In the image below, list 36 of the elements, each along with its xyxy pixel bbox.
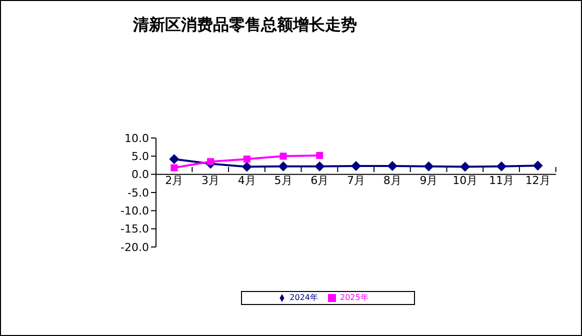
point: [314, 161, 325, 172]
chart-title: 清新区消费品零售总额增长走势: [133, 15, 357, 36]
x-tick-label: 11月: [488, 174, 514, 187]
point: [170, 164, 178, 172]
x-tick-label: 2月: [165, 174, 184, 187]
point: [532, 160, 543, 171]
x-tick-label: 3月: [202, 174, 220, 187]
point: [387, 160, 398, 171]
point: [243, 156, 250, 163]
y-tick-label: -20.0: [120, 240, 149, 254]
x-tick-label: 10月: [452, 174, 478, 187]
point: [278, 161, 288, 172]
x-tick-label: 8月: [383, 174, 402, 187]
y-tick-label: -10.0: [120, 204, 149, 218]
x-tick-label: 12月: [525, 174, 550, 187]
y-tick-label: -5.0: [128, 186, 149, 200]
y-tick-label: 0.0: [132, 168, 149, 182]
x-tick-label: 5月: [274, 174, 292, 187]
point: [242, 162, 252, 172]
legend-label: 2024年: [290, 293, 318, 302]
y-tick-label: -15.0: [120, 222, 149, 236]
x-tick-label: 4月: [238, 174, 256, 187]
point: [351, 160, 361, 171]
x-tick-label: 7月: [347, 174, 365, 187]
y-tick-label: 5.0: [132, 150, 149, 164]
point: [496, 161, 506, 172]
point: [316, 152, 324, 159]
x-tick-label: 6月: [310, 174, 329, 187]
point: [169, 154, 180, 164]
legend-label: 2025年: [340, 293, 368, 302]
point: [207, 158, 214, 166]
x-tick-label: 9月: [420, 174, 438, 187]
y-tick-label: 10.0: [124, 132, 149, 145]
point: [460, 162, 470, 172]
point: [280, 152, 287, 160]
point: [424, 161, 434, 172]
